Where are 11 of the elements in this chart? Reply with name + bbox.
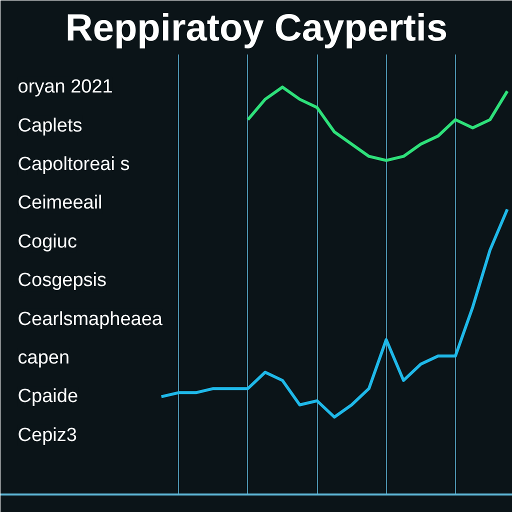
- text: Cepiz3: [18, 424, 77, 446]
- chart-title: Reppiratoy Caypertis: [65, 8, 448, 50]
- text: Cogiuc: [18, 231, 77, 252]
- text: Caplets: [18, 115, 82, 136]
- text: Cpaide: [18, 386, 78, 408]
- annotation: Cearlsmapheaea: [18, 308, 163, 330]
- text: Ceimeeail: [18, 192, 102, 214]
- text: oryan 2021: [18, 76, 113, 98]
- text: Cosgepsis: [18, 270, 107, 292]
- text: capen: [18, 348, 70, 369]
- text: Capoltoreai s: [18, 154, 130, 175]
